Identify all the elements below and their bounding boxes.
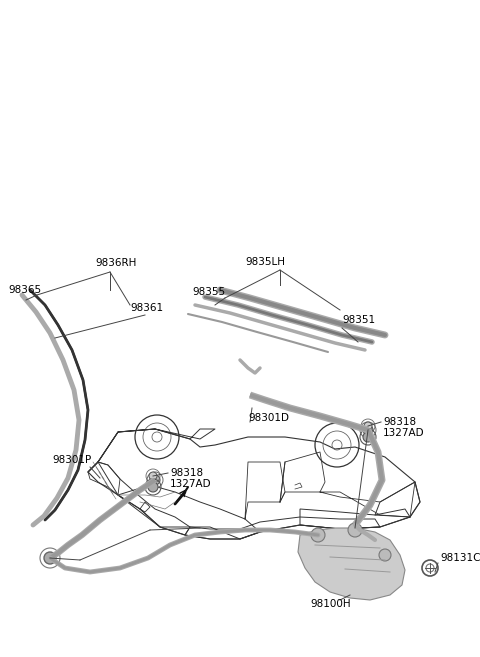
Circle shape [364, 422, 372, 430]
Text: 1327AD: 1327AD [383, 428, 425, 438]
Text: 98365: 98365 [8, 285, 41, 295]
Text: 98100H: 98100H [310, 599, 350, 609]
Text: 98351: 98351 [342, 315, 375, 325]
Text: 98301D: 98301D [248, 413, 289, 423]
Circle shape [44, 552, 56, 564]
Text: 98318: 98318 [170, 468, 203, 478]
Circle shape [311, 528, 325, 542]
Text: 9836RH: 9836RH [95, 258, 136, 268]
Circle shape [379, 549, 391, 561]
Circle shape [148, 482, 158, 492]
Text: 9835LH: 9835LH [245, 257, 285, 267]
Circle shape [363, 425, 373, 435]
Circle shape [150, 475, 160, 485]
Text: 98131C: 98131C [440, 553, 480, 563]
Text: 98301P: 98301P [52, 455, 91, 465]
Text: 98318: 98318 [383, 417, 416, 427]
Text: 1327AD: 1327AD [170, 479, 212, 489]
Circle shape [363, 432, 373, 442]
Text: 98355: 98355 [192, 287, 225, 297]
Polygon shape [298, 528, 405, 600]
Circle shape [149, 472, 157, 480]
Text: 98361: 98361 [130, 303, 163, 313]
Circle shape [348, 523, 362, 537]
